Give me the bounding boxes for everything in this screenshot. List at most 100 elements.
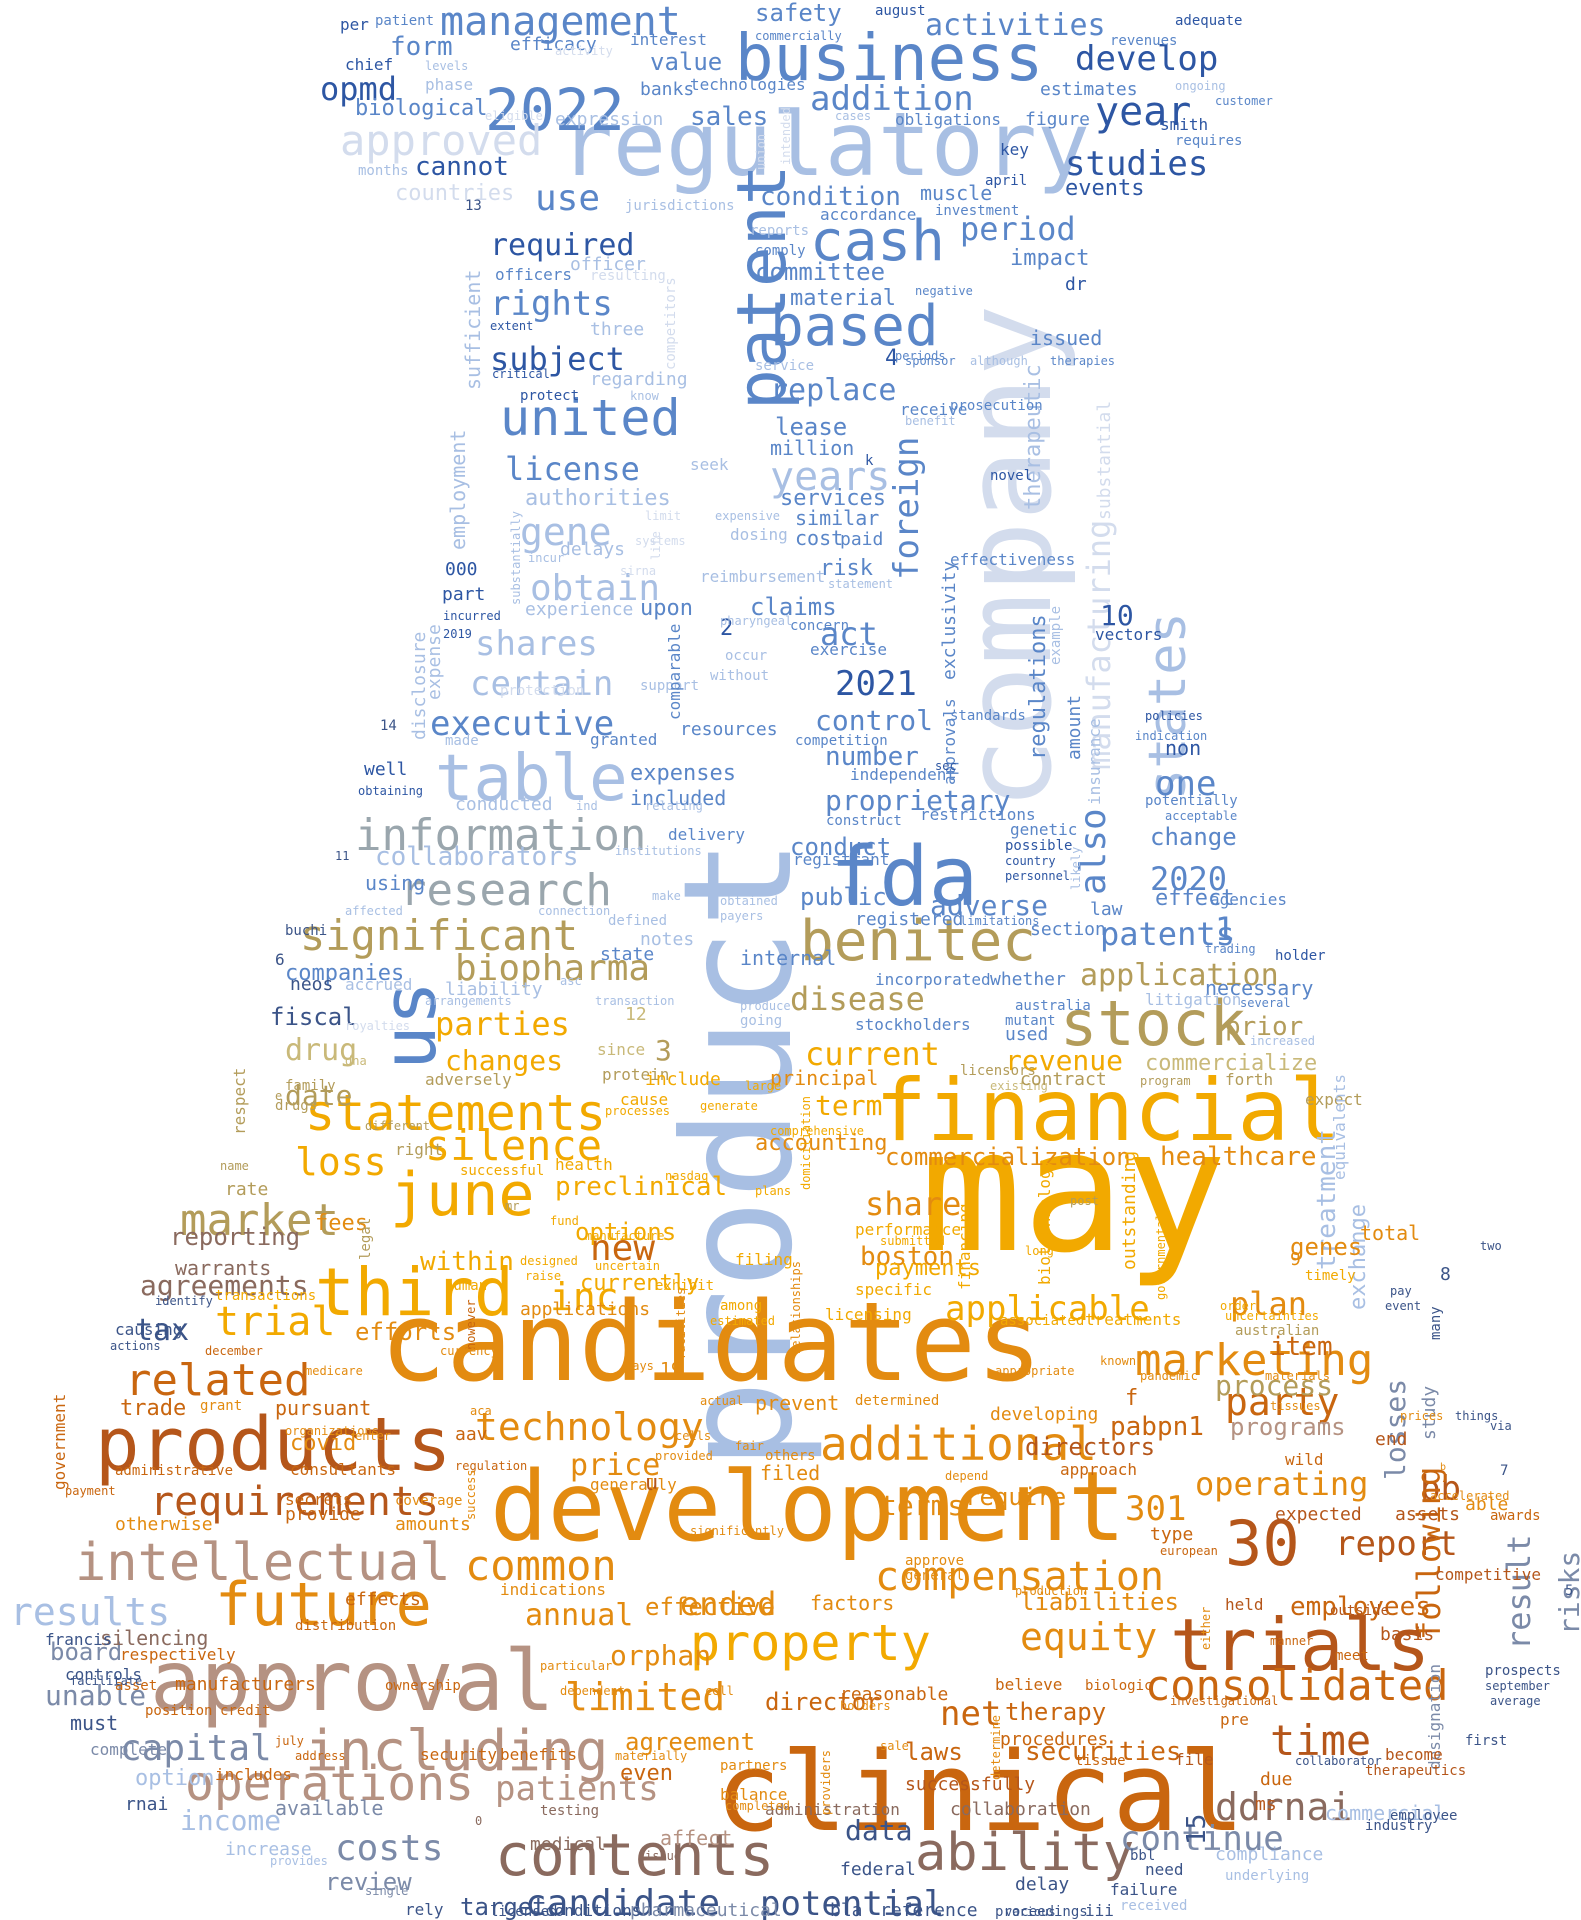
cloud-word-stockholders: stockholders bbox=[855, 1015, 971, 1034]
cloud-word-included: included bbox=[630, 786, 726, 810]
cloud-word-7: 7 bbox=[1500, 1463, 1508, 1479]
cloud-word-exchange: exchange bbox=[1346, 1204, 1371, 1310]
cloud-word-15: 15 bbox=[1182, 1814, 1212, 1845]
cloud-word-adequate: adequate bbox=[1175, 13, 1242, 29]
cloud-word-management: management bbox=[440, 0, 681, 45]
cloud-word-respectively: respectively bbox=[120, 1645, 236, 1664]
cloud-word-results: results bbox=[10, 1590, 170, 1634]
cloud-word-process: process bbox=[1215, 1369, 1333, 1402]
cloud-word-large: large bbox=[745, 1079, 781, 1093]
cloud-word-notes: notes bbox=[640, 929, 694, 950]
cloud-word-key: key bbox=[1000, 140, 1029, 159]
cloud-word-therapeutic: therapeutic bbox=[1021, 364, 1046, 510]
cloud-word-united: united bbox=[500, 389, 681, 447]
cloud-word-materially: materially bbox=[615, 1749, 687, 1763]
cloud-word-date: date bbox=[285, 1079, 352, 1112]
cloud-word-obtained: obtained bbox=[720, 894, 778, 908]
cloud-word-assets: assets bbox=[1395, 1504, 1460, 1525]
cloud-word-6: 6 bbox=[275, 950, 285, 969]
cloud-word-based: based bbox=[770, 294, 939, 359]
cloud-word-affect: affect bbox=[660, 1826, 732, 1850]
cloud-word-coverage: coverage bbox=[395, 1493, 462, 1509]
cloud-word-provides: provides bbox=[270, 1854, 328, 1868]
cloud-word-securities: securities bbox=[1025, 1737, 1182, 1767]
cloud-word-existing: existing bbox=[990, 1079, 1048, 1093]
cloud-word-committee: committee bbox=[755, 258, 885, 286]
cloud-word-collaborators: collaborators bbox=[375, 842, 579, 872]
cloud-word-expression: expression bbox=[555, 109, 663, 130]
cloud-word-compensation: compensation bbox=[875, 1554, 1164, 1600]
cloud-word-per: per bbox=[340, 15, 369, 34]
cloud-word-phase: phase bbox=[425, 75, 473, 94]
cloud-word-well: well bbox=[364, 759, 407, 780]
cloud-word-manufacture: manufacture bbox=[585, 1229, 664, 1243]
cloud-word-substantial: substantial bbox=[1094, 401, 1115, 520]
cloud-word-otherwise: otherwise bbox=[115, 1514, 213, 1535]
cloud-word-resulting: resulting bbox=[590, 268, 666, 284]
cloud-word-unable: unable bbox=[45, 1679, 146, 1712]
cloud-word-restrictions: restrictions bbox=[920, 805, 1036, 824]
cloud-word-pay: pay bbox=[1390, 1284, 1412, 1298]
cloud-word-includes: includes bbox=[215, 1765, 292, 1784]
cloud-word-grant: grant bbox=[200, 1398, 242, 1414]
cloud-word-2020: 2020 bbox=[1150, 860, 1227, 898]
cloud-word-applications: applications bbox=[520, 1299, 650, 1320]
cloud-word-3: 3 bbox=[655, 1034, 672, 1067]
cloud-word-necessary: necessary bbox=[1205, 976, 1313, 1000]
cloud-word-protection: protection bbox=[500, 683, 584, 699]
cloud-word-first: first bbox=[1465, 1733, 1507, 1749]
cloud-word-market: market bbox=[180, 1195, 339, 1246]
cloud-word-muscle: muscle bbox=[920, 181, 992, 205]
cloud-word-available: available bbox=[275, 1796, 383, 1820]
cloud-word-failure: failure bbox=[1110, 1880, 1177, 1899]
cloud-word-2019: 2019 bbox=[443, 627, 472, 641]
cloud-word-cause: cause bbox=[620, 1090, 668, 1109]
cloud-word-employees: employees bbox=[1290, 1592, 1431, 1622]
cloud-word-net: net bbox=[940, 1694, 1001, 1734]
cloud-word-administrative: administrative bbox=[115, 1463, 233, 1479]
cloud-word-novel: novel bbox=[990, 468, 1032, 484]
cloud-word-cost: cost bbox=[795, 526, 843, 550]
cloud-word-inc: inc bbox=[550, 1275, 619, 1319]
cloud-word-raise: raise bbox=[525, 1269, 561, 1283]
cloud-word-years: years bbox=[770, 454, 890, 500]
cloud-word-holders: holders bbox=[840, 1699, 891, 1713]
cloud-word-amount: amount bbox=[1064, 695, 1085, 760]
cloud-word-including: including bbox=[305, 1719, 608, 1784]
cloud-word-19: 19 bbox=[660, 1359, 682, 1380]
cloud-word-developing: developing bbox=[990, 1404, 1098, 1425]
cloud-word-material: material bbox=[790, 286, 896, 311]
cloud-word-prices: prices bbox=[1400, 1409, 1443, 1423]
cloud-word-identify: identify bbox=[155, 1294, 213, 1308]
cloud-word-months: months bbox=[358, 163, 409, 179]
cloud-word-australia: australia bbox=[1015, 998, 1091, 1014]
cloud-word-delivery: delivery bbox=[668, 825, 745, 844]
cloud-word-costs: costs bbox=[335, 1828, 443, 1869]
cloud-word-issued: issued bbox=[1030, 326, 1102, 350]
cloud-word-medical: medical bbox=[530, 1834, 606, 1855]
cloud-word-dosing: dosing bbox=[730, 525, 788, 544]
cloud-word-distribution: distribution bbox=[295, 1618, 396, 1634]
cloud-word-patient: patient bbox=[375, 13, 434, 29]
cloud-word-cannot: cannot bbox=[415, 152, 509, 182]
cloud-word-either: either bbox=[1199, 1607, 1213, 1650]
cloud-word-expected: expected bbox=[1275, 1504, 1362, 1525]
cloud-word-testing: testing bbox=[540, 1803, 599, 1819]
cloud-word-right: right bbox=[395, 1140, 443, 1159]
cloud-word-holder: holder bbox=[1275, 948, 1326, 964]
cloud-word-claims: claims bbox=[750, 593, 837, 621]
cloud-word-consultants: consultants bbox=[290, 1460, 396, 1479]
cloud-word-known: known bbox=[1100, 1354, 1136, 1368]
cloud-word-approve: approve bbox=[905, 1553, 964, 1569]
cloud-word-make: make bbox=[652, 889, 681, 903]
cloud-word-balance: balance bbox=[720, 1785, 787, 1804]
cloud-word-interest: interest bbox=[630, 30, 707, 49]
cloud-word-post: post bbox=[1070, 1194, 1099, 1208]
cloud-word-payment: payment bbox=[65, 1484, 116, 1498]
cloud-word-regulatory: regulatory bbox=[560, 93, 1090, 196]
cloud-word-cells: cells bbox=[675, 1429, 711, 1443]
cloud-word-boston: boston bbox=[860, 1242, 954, 1272]
cloud-word-file: file bbox=[1175, 1750, 1214, 1769]
cloud-word-pharyngeal: pharyngeal bbox=[720, 614, 792, 628]
